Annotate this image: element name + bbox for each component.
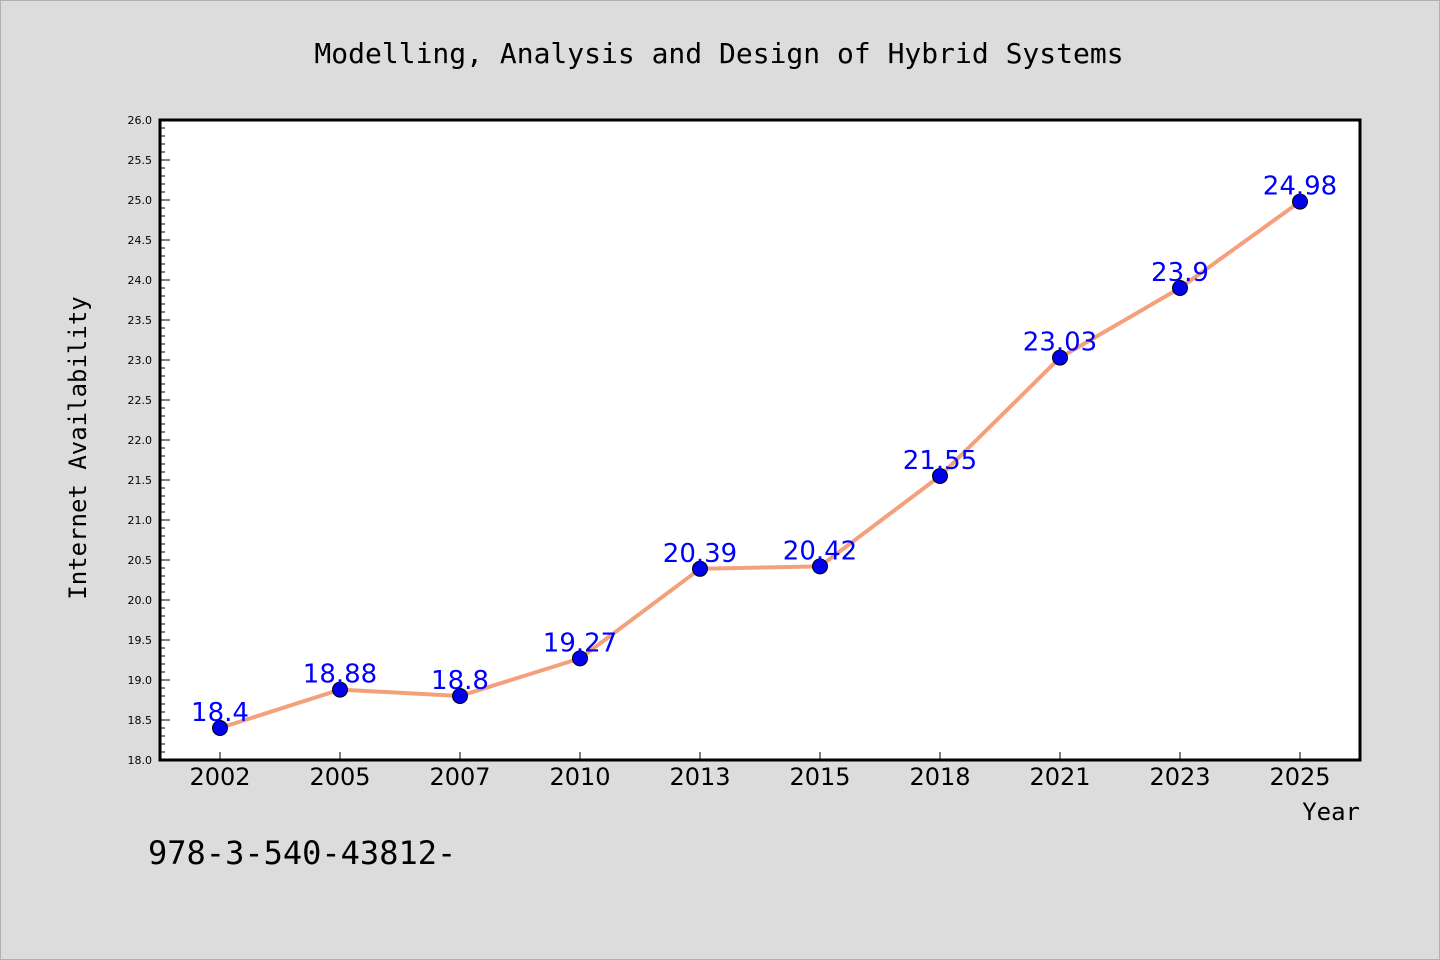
data-label: 18.8 [431, 666, 489, 696]
data-label: 24.98 [1263, 172, 1337, 202]
x-tick-label: 2018 [909, 763, 970, 791]
data-label: 20.39 [663, 539, 737, 569]
data-point [1292, 193, 1308, 210]
series-line [219, 199, 1302, 730]
data-label: 20.42 [783, 536, 857, 566]
data-label: 23.9 [1151, 258, 1209, 288]
data-point [1052, 349, 1068, 366]
y-tick-label: 21.5 [128, 474, 153, 487]
data-point [452, 688, 468, 704]
data-label: 19.27 [543, 628, 617, 658]
data-point [692, 560, 708, 577]
data-point [812, 558, 828, 575]
data-label: 18.4 [191, 698, 249, 728]
y-tick-label: 23.5 [128, 314, 153, 327]
y-tick-label: 23.0 [128, 354, 153, 367]
y-tick-label: 19.5 [128, 634, 153, 647]
y-tick-label: 24.0 [128, 274, 153, 287]
data-label: 18.88 [303, 660, 377, 690]
y-tick-label: 26.0 [128, 114, 153, 127]
x-tick-label: 2013 [669, 763, 730, 791]
y-axis-label: Internet Availability [64, 296, 92, 599]
y-tick-label: 18.0 [128, 754, 153, 767]
y-tick-label: 20.0 [128, 594, 153, 607]
x-tick-label: 2015 [789, 763, 850, 791]
x-tick-label: 2021 [1029, 763, 1090, 791]
data-point [932, 468, 948, 484]
y-tick-label: 22.5 [128, 394, 153, 407]
x-tick-label: 2007 [429, 763, 490, 791]
x-tick-label: 2010 [549, 763, 610, 791]
y-tick-label: 21.0 [128, 514, 153, 527]
x-axis: 2002 2005 2007 2010 2013 2015 2018 2021 2023 2025 [189, 752, 1331, 791]
data-point [212, 720, 228, 736]
plot-area [158, 118, 1362, 762]
chart-title: Modelling, Analysis and Design of Hybrid… [314, 37, 1123, 70]
data-point [572, 650, 588, 667]
y-axis: 18.0 18.5 19.0 19.5 20.0 20.5 21.0 21.5 22.0 22.5… [128, 114, 170, 767]
y-tick-label: 24.5 [128, 234, 153, 247]
y-tick-label: 19.0 [128, 674, 153, 687]
x-axis-label: Year [1302, 798, 1360, 826]
x-tick-label: 2002 [189, 763, 250, 791]
y-tick-label: 25.5 [128, 154, 153, 167]
y-tick-label: 25.0 [128, 194, 153, 207]
series-layer: 18.4 18.88 18.8 19.27 20.39 20.42 21.55 23.03 23… [191, 172, 1337, 736]
data-label: 21.55 [903, 446, 977, 476]
y-tick-label: 20.5 [128, 554, 153, 567]
isbn-text: 978-3-540-43812- [148, 834, 456, 872]
y-tick-label: 18.5 [128, 714, 153, 727]
x-tick-label: 2005 [309, 763, 370, 791]
x-tick-label: 2023 [1149, 763, 1210, 791]
data-point [1172, 280, 1188, 296]
data-label: 23.03 [1023, 328, 1097, 358]
y-tick-label: 22.0 [128, 434, 153, 447]
data-point [332, 681, 348, 698]
x-tick-label: 2025 [1269, 763, 1330, 791]
